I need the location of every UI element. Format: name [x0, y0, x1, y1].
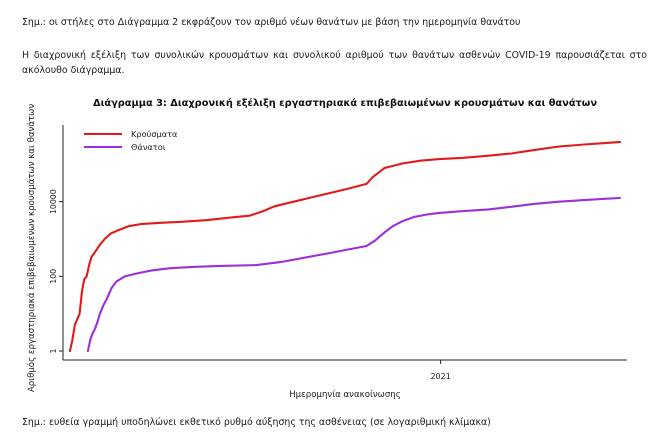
y-tick-label: 10000 [49, 189, 58, 214]
y-tick-label: 100 [49, 269, 58, 284]
note-top: Σημ.: οι στήλες στο Διάγραμμα 2 εκφράζου… [22, 17, 521, 28]
chart-title: Διάγραμμα 3: Διαχρονική εξέλιξη εργαστηρ… [93, 97, 597, 109]
x-tick-label: 2021 [430, 372, 450, 381]
y-ticks: 1 100 10000 [49, 189, 63, 353]
legend-label: Κρούσματα [131, 129, 177, 139]
x-axis-label: Ημερομηνία ανακοίνωσης [289, 390, 401, 400]
chart-axes [62, 125, 627, 361]
series-lines [68, 140, 622, 353]
note-bottom: Σημ.: ευθεία γραμμή υποδηλώνει εκθετικό … [22, 417, 491, 428]
series-line-cases [68, 140, 622, 353]
x-ticks: 2021 [430, 360, 451, 381]
y-tick-label: 1 [49, 348, 58, 353]
series-line-deaths [86, 196, 622, 353]
legend-label: Θάνατοι [131, 142, 166, 152]
y-axis-label: Αριθμός εργαστηριακά επιβεβαιωμένων κρου… [26, 104, 37, 393]
legend: Κρούσματα Θάνατοι [84, 129, 177, 152]
description-paragraph: Η διαχρονική εξέλιξη των συνολικών κρουσ… [22, 50, 647, 76]
